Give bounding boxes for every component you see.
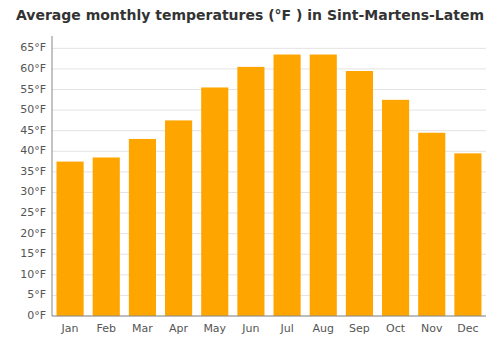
y-tick-label: 35°F: [20, 165, 46, 178]
x-tick-label: May: [203, 322, 226, 335]
bar: [93, 157, 120, 316]
y-tick-label: 45°F: [20, 124, 46, 137]
bar: [418, 133, 445, 316]
grid-line: [52, 48, 486, 49]
chart-title: Average monthly temperatures (°F ) in Si…: [16, 7, 484, 23]
grid-line: [52, 110, 486, 111]
bar: [310, 55, 337, 316]
y-grid: [52, 48, 486, 316]
y-tick-label: 30°F: [20, 185, 46, 198]
x-tick-label: Dec: [457, 322, 478, 335]
bar: [382, 100, 409, 316]
y-tick-label: 40°F: [20, 144, 46, 157]
x-tick-label: Feb: [97, 322, 116, 335]
y-tick-label: 65°F: [20, 41, 46, 54]
chart-svg: 0°F 5°F 10°F 15°F 20°F 25°F 30°F 35°F 40°F 45°F 50…: [0, 0, 500, 350]
y-tick-label: 0°F: [27, 309, 46, 322]
y-tick-label: 50°F: [20, 103, 46, 116]
x-tick-label: Aug: [313, 322, 334, 335]
x-tick-label: Nov: [421, 322, 443, 335]
grid-line: [52, 130, 486, 131]
x-tick-label: Mar: [132, 322, 153, 335]
y-axis-line: [52, 36, 53, 316]
x-tick-label: Apr: [169, 322, 189, 335]
grid-line: [52, 89, 486, 90]
bar: [237, 67, 264, 316]
bar: [129, 139, 156, 316]
bar: [57, 162, 84, 316]
y-tick-label: 20°F: [20, 227, 46, 240]
x-tick-label: Oct: [386, 322, 406, 335]
x-axis-line: [52, 316, 486, 317]
y-tick-label: 25°F: [20, 206, 46, 219]
x-tick-label: Jun: [241, 322, 259, 335]
bars: [57, 55, 482, 316]
x-tick-label: Jul: [279, 322, 293, 335]
bar: [201, 87, 228, 316]
bar: [454, 153, 481, 316]
y-tick-label: 15°F: [20, 247, 46, 260]
grid-line: [52, 316, 486, 317]
x-tick-label: Sep: [349, 322, 370, 335]
chart-container: 0°F 5°F 10°F 15°F 20°F 25°F 30°F 35°F 40°F 45°F 50…: [0, 0, 500, 350]
bar: [346, 71, 373, 316]
y-tick-label: 55°F: [20, 83, 46, 96]
y-tick-label: 10°F: [20, 268, 46, 281]
x-tick-label: Jan: [61, 322, 79, 335]
bar: [165, 120, 192, 316]
bar: [274, 55, 301, 316]
grid-line: [52, 68, 486, 69]
y-tick-label: 60°F: [20, 62, 46, 75]
y-tick-label: 5°F: [27, 288, 46, 301]
